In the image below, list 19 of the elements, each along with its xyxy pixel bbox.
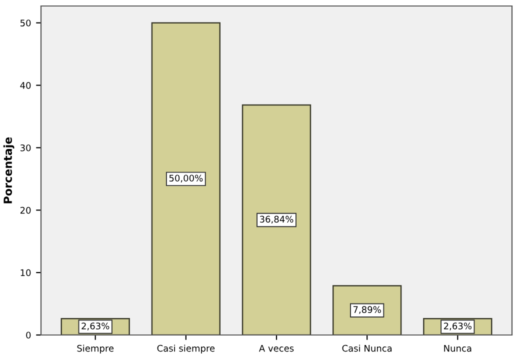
x-tick-label: A veces [258,345,294,352]
y-axis-title: Porcentaje [3,137,14,204]
data-label: 36,84% [260,216,294,224]
y-tick-label: 50 [20,20,31,26]
x-tick-label: Casi siempre [157,344,215,354]
x-tick-label: Casi Nunca [342,344,392,352]
y-tick-label: 40 [20,82,31,89]
bar [242,104,312,335]
bar [151,22,221,335]
y-tick-label: 30 [20,144,31,152]
x-tick-label: Siempre [77,344,114,354]
data-label: 2,63% [82,322,110,330]
data-label: 2,63% [444,322,472,330]
x-tick-label: Nunca [444,345,472,352]
data-label: 7,89% [353,306,381,314]
y-tick-label: 0 [26,332,31,339]
data-label: 50,00% [169,174,203,182]
y-tick-label: 20 [20,206,31,214]
y-tick-label: 10 [20,269,31,276]
